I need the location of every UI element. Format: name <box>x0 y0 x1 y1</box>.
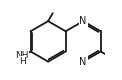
Text: N: N <box>79 16 87 26</box>
Text: NH: NH <box>15 51 29 60</box>
Text: N: N <box>79 57 87 67</box>
Text: H: H <box>19 57 25 66</box>
